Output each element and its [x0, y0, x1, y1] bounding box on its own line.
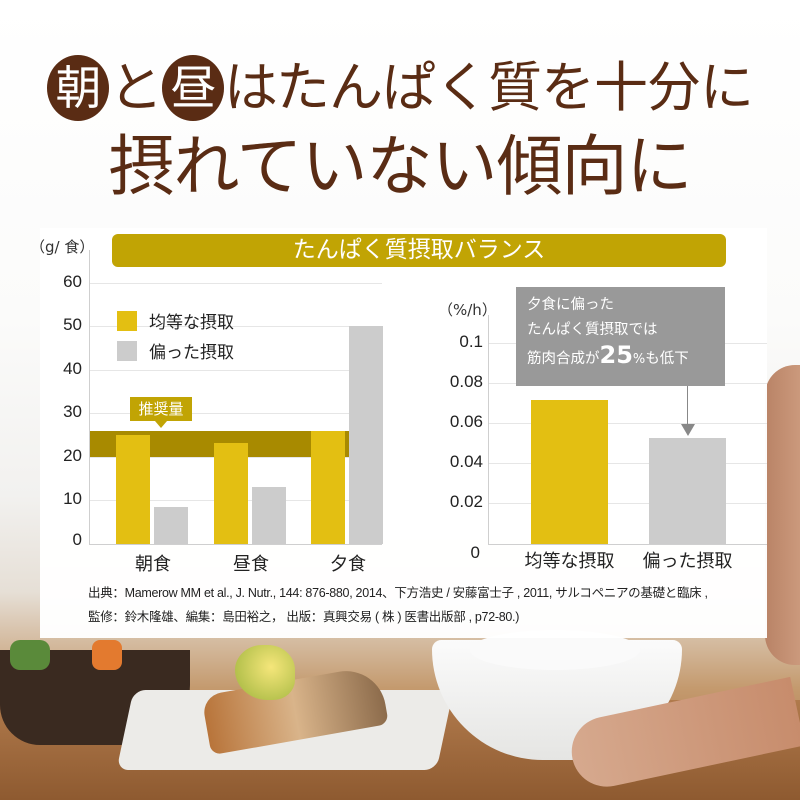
y-tick: 20 [63, 446, 82, 465]
y-tick: 60 [63, 272, 82, 291]
y-tick: 50 [63, 315, 82, 334]
arrow-down-icon [681, 424, 695, 436]
gridline [90, 326, 382, 327]
right-y-unit: （%/h） [438, 301, 497, 319]
y-tick: 30 [63, 402, 82, 421]
gridline [90, 413, 382, 414]
hand-edge-photo [765, 365, 800, 665]
bar-lunch-balanced [214, 443, 248, 544]
right-x-axis [488, 544, 767, 545]
callout-line-3: 筋肉合成が25%も低下 [527, 343, 725, 372]
right-y-axis [488, 315, 489, 544]
y-tick: 40 [63, 359, 82, 378]
x-label-lunch: 昼食 [233, 554, 269, 575]
headline-line-1: 朝と昼はたんぱく質を十分に [0, 52, 800, 124]
bar-breakfast-biased [154, 507, 188, 544]
headline-line-1-text: はたんぱく質を十分に [224, 56, 754, 119]
callout-percent-sign: % [632, 352, 646, 367]
x-label-dinner: 夕食 [330, 554, 366, 575]
callout-box: 夕食に偏った たんぱく質摂取では 筋肉合成が25%も低下 [516, 287, 725, 386]
callout-line-2: たんぱく質摂取では [527, 322, 658, 338]
y-tick: 0 [470, 543, 480, 562]
x-label-breakfast: 朝食 [135, 554, 171, 575]
gridline [90, 370, 382, 371]
legend-biased: 偏った摂取 [117, 338, 234, 363]
bar-breakfast-balanced [116, 435, 150, 544]
callout-arrow-line [687, 386, 688, 425]
x-label-biased: 偏った摂取 [642, 551, 733, 572]
y-tick: 0 [72, 530, 82, 549]
bar-dinner-biased [349, 326, 383, 544]
y-tick: 0.1 [459, 332, 483, 351]
headline-connector: と [109, 56, 163, 119]
legend-swatch-grey [117, 340, 137, 361]
callout-percent-number: 25 [599, 341, 633, 369]
headline: 朝と昼はたんぱく質を十分に 摂れていない傾向に [0, 52, 800, 208]
carrot-photo [92, 640, 122, 670]
recommended-label: 推奨量 [130, 397, 192, 428]
y-tick: 0.06 [449, 412, 483, 431]
gridline [90, 283, 382, 284]
gridline [489, 463, 767, 464]
callout-text: 筋肉合成が [527, 351, 600, 367]
lime-photo [235, 645, 295, 700]
y-tick: 0.08 [449, 372, 483, 391]
legend-label: 均等な摂取 [149, 313, 234, 333]
breakfast-circle-badge: 朝 [47, 55, 110, 121]
chart-banner-title: たんぱく質摂取バランス [112, 234, 726, 267]
callout-text: も低下 [645, 351, 689, 367]
y-tick: 0.04 [449, 452, 483, 471]
vegetable-photo [10, 640, 50, 670]
source-line-2: 監修：鈴木隆雄、編集：島田裕之， 出版：真興交易 ( 株 ) 医書出版部 , p… [88, 610, 520, 624]
callout-line-1: 夕食に偏った [527, 297, 614, 313]
legend-swatch-gold [117, 310, 137, 331]
source-line-1: 出典：Mamerow MM et al., J. Nutr., 144: 876… [88, 586, 708, 600]
x-label-balanced: 均等な摂取 [524, 551, 615, 572]
gridline [489, 503, 767, 504]
y-tick: 10 [63, 489, 82, 508]
legend-balanced: 均等な摂取 [117, 308, 234, 333]
left-y-axis [89, 250, 90, 544]
source-citation: 出典：Mamerow MM et al., J. Nutr., 144: 876… [88, 581, 768, 629]
bar-dinner-balanced [311, 431, 345, 544]
headline-line-2: 摂れていない傾向に [108, 128, 692, 205]
bar-biased-synthesis [649, 438, 726, 544]
y-tick: 0.02 [449, 492, 483, 511]
bar-lunch-biased [252, 487, 286, 544]
left-y-unit: （g/ 食） [30, 238, 95, 256]
legend-label: 偏った摂取 [149, 343, 234, 363]
left-x-axis [89, 544, 382, 545]
bar-balanced-synthesis [531, 400, 608, 544]
lunch-circle-badge: 昼 [162, 55, 225, 121]
gridline [489, 423, 767, 424]
